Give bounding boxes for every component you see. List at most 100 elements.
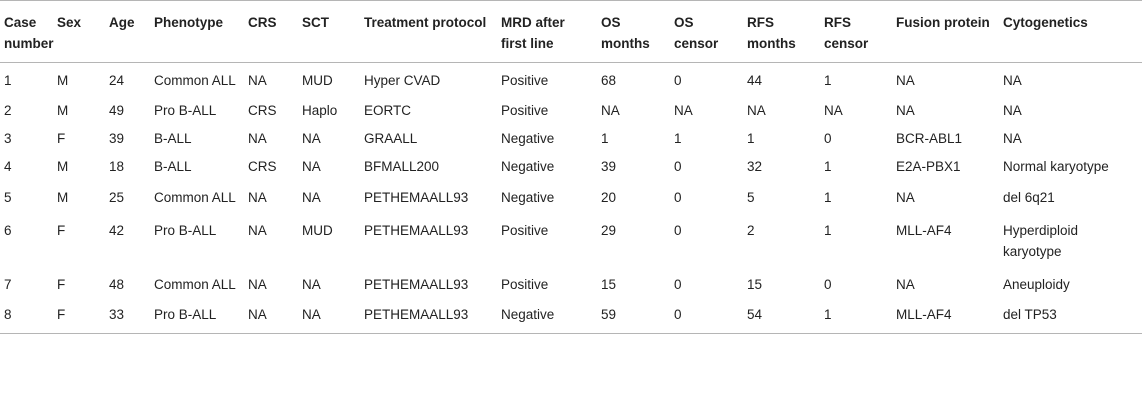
- table-cell: NA: [302, 277, 321, 292]
- table-cell: 48: [109, 277, 125, 292]
- table-row: 4 M 18 B-ALL CRS NA BFMALL200 Negative 3…: [0, 152, 1142, 180]
- table-cell: NA: [896, 73, 915, 88]
- table-cell: PETHEMAALL93: [364, 277, 469, 292]
- table-cell: MLL-AF4: [896, 223, 952, 238]
- table-header-row: Case number Sex Age Phenotype CRS SCT Tr…: [0, 0, 1142, 63]
- table-cell: 39: [601, 159, 617, 174]
- table-cell: NA: [674, 103, 693, 118]
- table-cell: B-ALL: [154, 131, 192, 146]
- table-cell: PETHEMAALL93: [364, 190, 469, 205]
- table-cell: 6: [4, 223, 12, 238]
- table-row: 5 M 25 Common ALL NA NA PETHEMAALL93 Neg…: [0, 180, 1142, 213]
- table-cell: NA: [824, 103, 843, 118]
- table-cell: 0: [674, 190, 682, 205]
- table-cell: PETHEMAALL93: [360, 300, 497, 334]
- table-cell: 20: [601, 190, 617, 205]
- table-cell: NA: [248, 73, 267, 88]
- table-cell: Hyperdiploid karyotype: [1003, 223, 1079, 259]
- table-cell: Negative: [501, 159, 555, 174]
- table-cell: Negative: [497, 300, 597, 334]
- table-cell: 24: [109, 73, 125, 88]
- table-cell: 1: [824, 159, 832, 174]
- table-cell: NA: [896, 277, 915, 292]
- table-cell: Pro B-ALL: [154, 103, 217, 118]
- table-cell: MUD: [302, 73, 333, 88]
- table-cell: Negative: [501, 190, 555, 205]
- table-cell: NA: [298, 300, 360, 334]
- table-cell: 49: [109, 103, 125, 118]
- table-cell: 0: [824, 277, 832, 292]
- table-cell: Common ALL: [154, 190, 236, 205]
- table-cell: Positive: [501, 277, 549, 292]
- header-case-number: Case number: [0, 0, 54, 63]
- table-cell: Positive: [501, 223, 549, 238]
- table-cell: EORTC: [364, 103, 412, 118]
- table-cell: Positive: [501, 103, 549, 118]
- table-cell: 18: [109, 159, 125, 174]
- table-cell: 0: [824, 131, 832, 146]
- table-cell: 0: [670, 300, 743, 334]
- table-cell: E2A-PBX1: [896, 159, 961, 174]
- table-cell: 1: [824, 223, 832, 238]
- header-sex: Sex: [53, 0, 105, 63]
- table-cell: 2: [747, 223, 755, 238]
- table-cell: 29: [601, 223, 617, 238]
- table-cell: Common ALL: [154, 73, 236, 88]
- table-row: 2 M 49 Pro B-ALL CRS Haplo EORTC Positiv…: [0, 96, 1142, 124]
- table-cell: F: [57, 223, 66, 238]
- table-cell: NA: [1003, 103, 1022, 118]
- table-cell: M: [57, 190, 69, 205]
- table-cell: NA: [248, 223, 267, 238]
- table-row: 3 F 39 B-ALL NA NA GRAALL Negative 1 1 1…: [0, 124, 1142, 152]
- table-cell: NA: [601, 103, 620, 118]
- table-cell: 1: [747, 131, 755, 146]
- table-cell: M: [57, 73, 69, 88]
- table-cell: del 6q21: [1003, 190, 1055, 205]
- table-cell: 0: [674, 73, 682, 88]
- table-cell: MLL-AF4: [892, 300, 999, 334]
- table-cell: 42: [109, 223, 125, 238]
- table-cell: 1: [601, 131, 609, 146]
- table-cell: 0: [674, 159, 682, 174]
- header-rfs-months: RFS months: [743, 0, 820, 63]
- table-cell: 1: [4, 73, 12, 88]
- table-cell: 33: [105, 300, 150, 334]
- table-cell: 39: [109, 131, 125, 146]
- table-cell: NA: [302, 131, 321, 146]
- table-cell: M: [57, 103, 69, 118]
- table-cell: NA: [896, 190, 915, 205]
- header-rfs-censor: RFS censor: [820, 0, 892, 63]
- table-cell: Positive: [501, 73, 549, 88]
- table-cell: NA: [248, 131, 267, 146]
- table-cell: 15: [747, 277, 763, 292]
- clinical-data-table: Case number Sex Age Phenotype CRS SCT Tr…: [0, 0, 1142, 334]
- table-cell: NA: [747, 103, 766, 118]
- table-cell: 15: [601, 277, 617, 292]
- table-cell: BFMALL200: [364, 159, 440, 174]
- table-cell: 54: [743, 300, 820, 334]
- table-cell: 44: [747, 73, 763, 88]
- table-cell: 4: [4, 159, 12, 174]
- table-cell: F: [57, 131, 66, 146]
- table-cell: Negative: [501, 131, 555, 146]
- header-age: Age: [105, 0, 150, 63]
- header-os-censor: OS censor: [670, 0, 743, 63]
- table-cell: del TP53: [999, 300, 1142, 334]
- table-cell: NA: [248, 277, 267, 292]
- table-cell: NA: [244, 300, 298, 334]
- table-cell: Haplo: [302, 103, 338, 118]
- table-cell: Pro B-ALL: [154, 223, 217, 238]
- table-cell: BCR-ABL1: [896, 131, 963, 146]
- table-cell: CRS: [248, 159, 277, 174]
- table-cell: Pro B-ALL: [150, 300, 244, 334]
- header-os-months: OS months: [597, 0, 670, 63]
- table-cell: NA: [896, 103, 915, 118]
- table-cell: NA: [248, 190, 267, 205]
- table-cell: 2: [4, 103, 12, 118]
- table-cell: 0: [674, 223, 682, 238]
- table-cell: 7: [4, 277, 12, 292]
- table-cell: NA: [302, 159, 321, 174]
- table-cell: CRS: [248, 103, 277, 118]
- table-cell: M: [57, 159, 69, 174]
- table-cell: F: [53, 300, 105, 334]
